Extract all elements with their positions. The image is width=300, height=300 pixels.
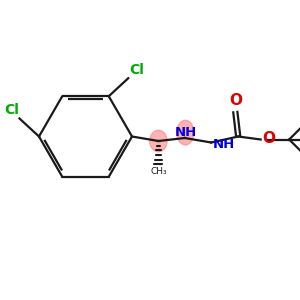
Text: CH₃: CH₃ — [150, 167, 167, 176]
Text: NH: NH — [213, 137, 235, 151]
Text: Cl: Cl — [4, 103, 19, 117]
Text: O: O — [230, 93, 243, 108]
Ellipse shape — [177, 120, 194, 145]
Text: O: O — [262, 131, 275, 146]
Text: NH: NH — [174, 126, 196, 139]
Text: Cl: Cl — [129, 63, 144, 77]
Ellipse shape — [150, 130, 167, 152]
